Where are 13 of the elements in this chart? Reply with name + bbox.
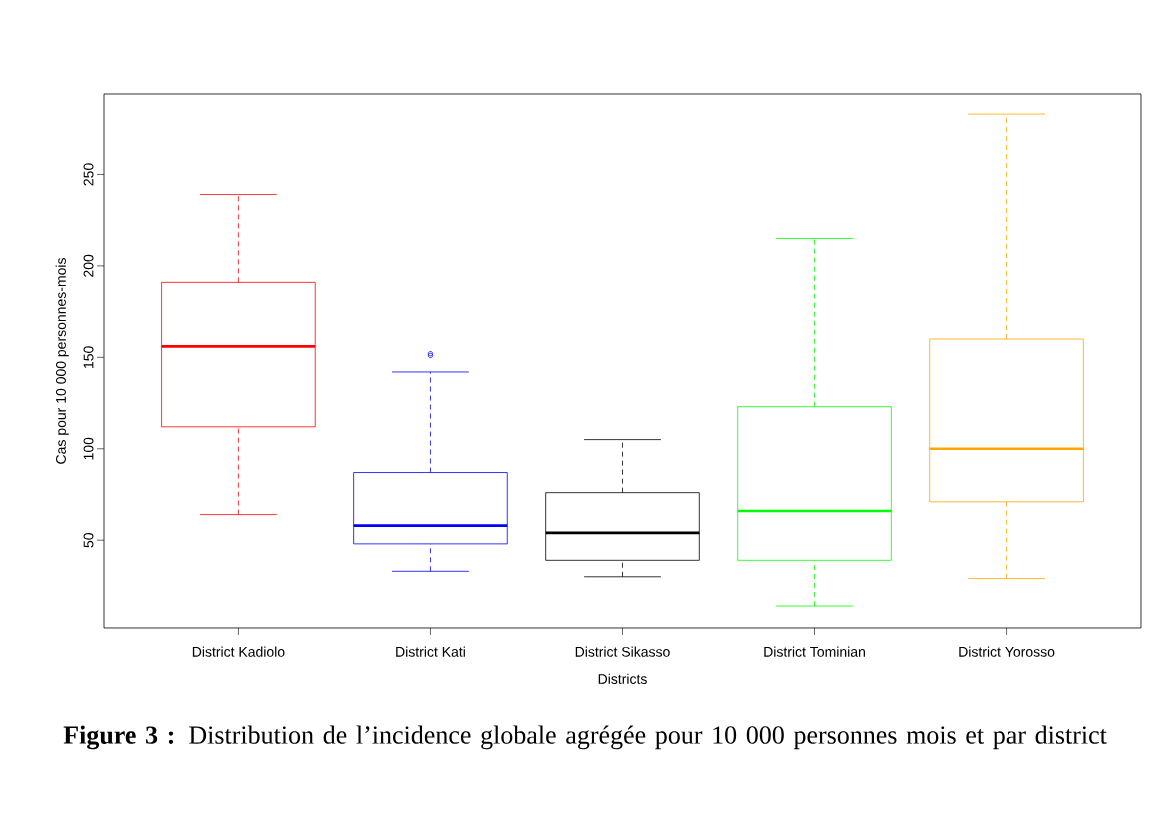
- y-tick-label: 100: [83, 437, 94, 460]
- x-tick-label: District Kadiolo: [192, 646, 285, 657]
- y-axis-title: Cas pour 10 000 personnes-mois: [55, 258, 69, 464]
- y-tick-label: 50: [83, 532, 94, 548]
- x-tick-label: District Sikasso: [575, 646, 670, 657]
- x-tick-label: District Tominian: [764, 646, 865, 657]
- x-tick-label: District Kati: [396, 646, 465, 657]
- y-tick-label: 200: [83, 254, 94, 277]
- y-tick-label: 150: [83, 346, 94, 368]
- text: Figure 3 : Distribution de l’incidence globale agrégée pour 10 000 personnes mois et par district: [63, 725, 1107, 750]
- x-axis-title: Districts: [598, 673, 647, 684]
- y-tick-label: 250: [83, 163, 94, 186]
- x-tick-label: District Yorosso: [959, 646, 1055, 657]
